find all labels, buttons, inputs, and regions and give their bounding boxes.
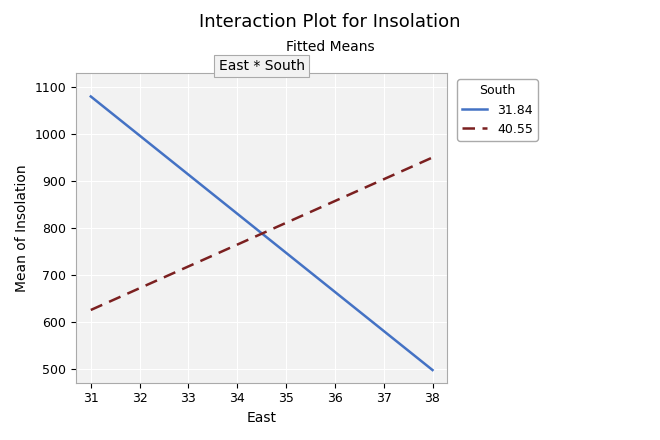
X-axis label: East: East bbox=[247, 411, 277, 425]
Text: Interaction Plot for Insolation: Interaction Plot for Insolation bbox=[199, 13, 461, 31]
Legend: 31.84, 40.55: 31.84, 40.55 bbox=[457, 79, 538, 141]
Text: Fitted Means: Fitted Means bbox=[286, 40, 374, 54]
Y-axis label: Mean of Insolation: Mean of Insolation bbox=[15, 164, 29, 292]
Text: East * South: East * South bbox=[218, 59, 305, 73]
